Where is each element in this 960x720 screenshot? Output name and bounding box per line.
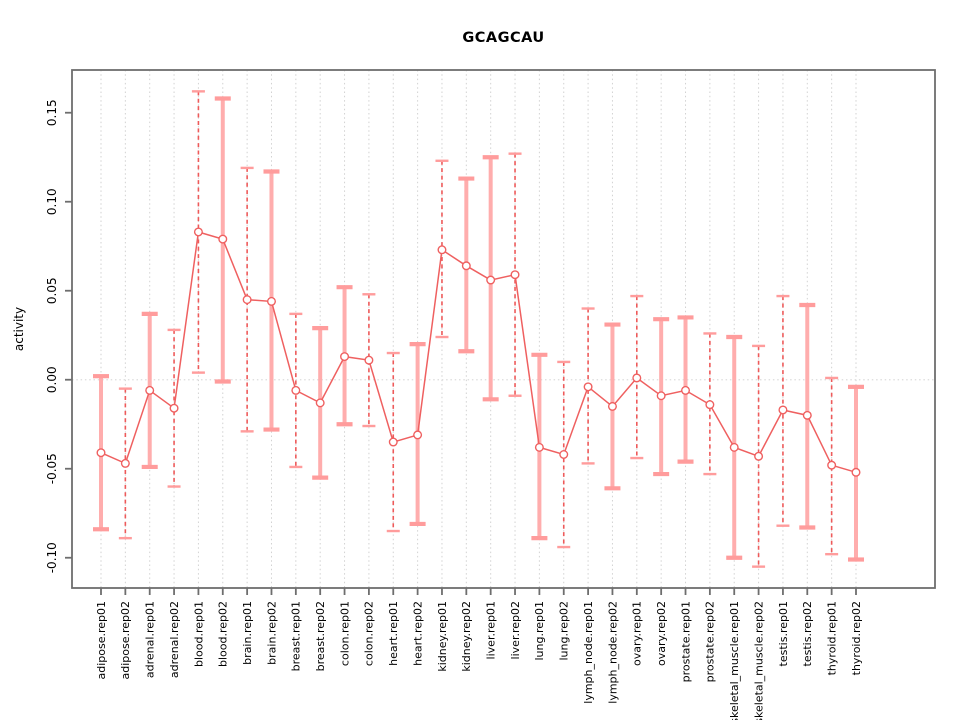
data-point-adipose.rep01 [96,448,106,458]
x-tick-label-blood.rep01: blood.rep01 [192,601,205,667]
x-tick-label-heart.rep01: heart.rep01 [387,601,400,666]
x-tick-label-brain.rep02: brain.rep02 [265,601,278,665]
data-point-lymph_node.rep01 [583,382,593,392]
chart-title: GCAGCAU [462,30,545,46]
data-point-thyroid.rep02 [851,467,861,477]
y-tick-label: 0.05 [45,277,59,304]
x-tick-label-blood.rep02: blood.rep02 [217,601,230,667]
x-tick-label-lymph_node.rep02: lymph_node.rep02 [606,601,619,704]
data-point-thyroid.rep01 [827,460,837,470]
x-tick-label-ovary.rep02: ovary.rep02 [655,601,668,666]
data-point-colon.rep02 [364,355,374,365]
plot-box [71,69,936,589]
y-tick-label: -0.10 [45,542,59,573]
data-point-liver.rep02 [510,270,520,280]
x-tick-label-breast.rep02: breast.rep02 [314,601,327,671]
data-point-liver.rep01 [486,275,496,285]
y-axis-title: activity [12,307,26,351]
data-point-skeletal_muscle.rep02 [754,451,764,461]
x-tick-label-liver.rep02: liver.rep02 [509,601,522,659]
x-tick-label-kidney.rep02: kidney.rep02 [460,601,473,672]
x-tick-label-adrenal.rep01: adrenal.rep01 [144,601,157,678]
x-tick-label-breast.rep01: breast.rep01 [290,601,303,671]
data-point-lung.rep01 [534,442,544,452]
data-point-prostate.rep01 [681,385,691,395]
data-point-heart.rep02 [413,430,423,440]
data-point-adrenal.rep01 [145,385,155,395]
x-tick-label-liver.rep01: liver.rep01 [485,601,498,659]
data-point-breast.rep02 [315,398,325,408]
x-tick-label-prostate.rep01: prostate.rep01 [679,601,692,682]
data-point-blood.rep02 [218,234,228,244]
y-tick-label: 0.10 [45,188,59,215]
data-point-prostate.rep02 [705,400,715,410]
data-point-lymph_node.rep02 [607,401,617,411]
x-tick-label-ovary.rep01: ovary.rep01 [631,601,644,666]
data-point-colon.rep01 [340,352,350,362]
x-tick-label-kidney.rep01: kidney.rep01 [436,601,449,672]
y-tick-label: 0.00 [45,366,59,393]
x-tick-label-lung.rep01: lung.rep01 [533,601,546,661]
data-point-blood.rep01 [193,227,203,237]
data-point-brain.rep02 [266,296,276,306]
x-tick-label-heart.rep02: heart.rep02 [411,601,424,666]
x-tick-label-skeletal_muscle.rep02: skeletal_muscle.rep02 [752,601,765,720]
y-tick-label: -0.05 [45,453,59,484]
x-tick-label-adipose.rep02: adipose.rep02 [119,601,132,680]
x-tick-label-colon.rep02: colon.rep02 [363,601,376,666]
data-point-kidney.rep01 [437,245,447,255]
data-point-ovary.rep02 [656,391,666,401]
data-point-skeletal_muscle.rep01 [729,442,739,452]
x-tick-label-testis.rep02: testis.rep02 [801,601,814,666]
data-point-adipose.rep02 [120,458,130,468]
x-tick-label-adipose.rep01: adipose.rep01 [95,601,108,680]
data-point-kidney.rep02 [461,261,471,271]
x-tick-label-lung.rep02: lung.rep02 [558,601,571,661]
data-point-breast.rep01 [291,385,301,395]
x-tick-label-adrenal.rep02: adrenal.rep02 [168,601,181,678]
data-point-lung.rep02 [559,449,569,459]
x-tick-label-thyroid.rep02: thyroid.rep02 [850,601,863,675]
x-tick-label-testis.rep01: testis.rep01 [777,601,790,666]
data-point-brain.rep01 [242,295,252,305]
data-point-testis.rep02 [802,410,812,420]
x-tick-label-prostate.rep02: prostate.rep02 [704,601,717,682]
series-line [100,231,857,474]
data-point-adrenal.rep02 [169,403,179,413]
x-tick-label-colon.rep01: colon.rep01 [338,601,351,666]
x-tick-label-brain.rep01: brain.rep01 [241,601,254,665]
data-point-ovary.rep01 [632,373,642,383]
x-tick-label-thyroid.rep01: thyroid.rep01 [825,601,838,675]
data-point-heart.rep01 [388,437,398,447]
x-tick-label-skeletal_muscle.rep01: skeletal_muscle.rep01 [728,601,741,720]
x-tick-label-lymph_node.rep01: lymph_node.rep01 [582,601,595,704]
y-tick-label: 0.15 [45,99,59,126]
data-point-testis.rep01 [778,405,788,415]
